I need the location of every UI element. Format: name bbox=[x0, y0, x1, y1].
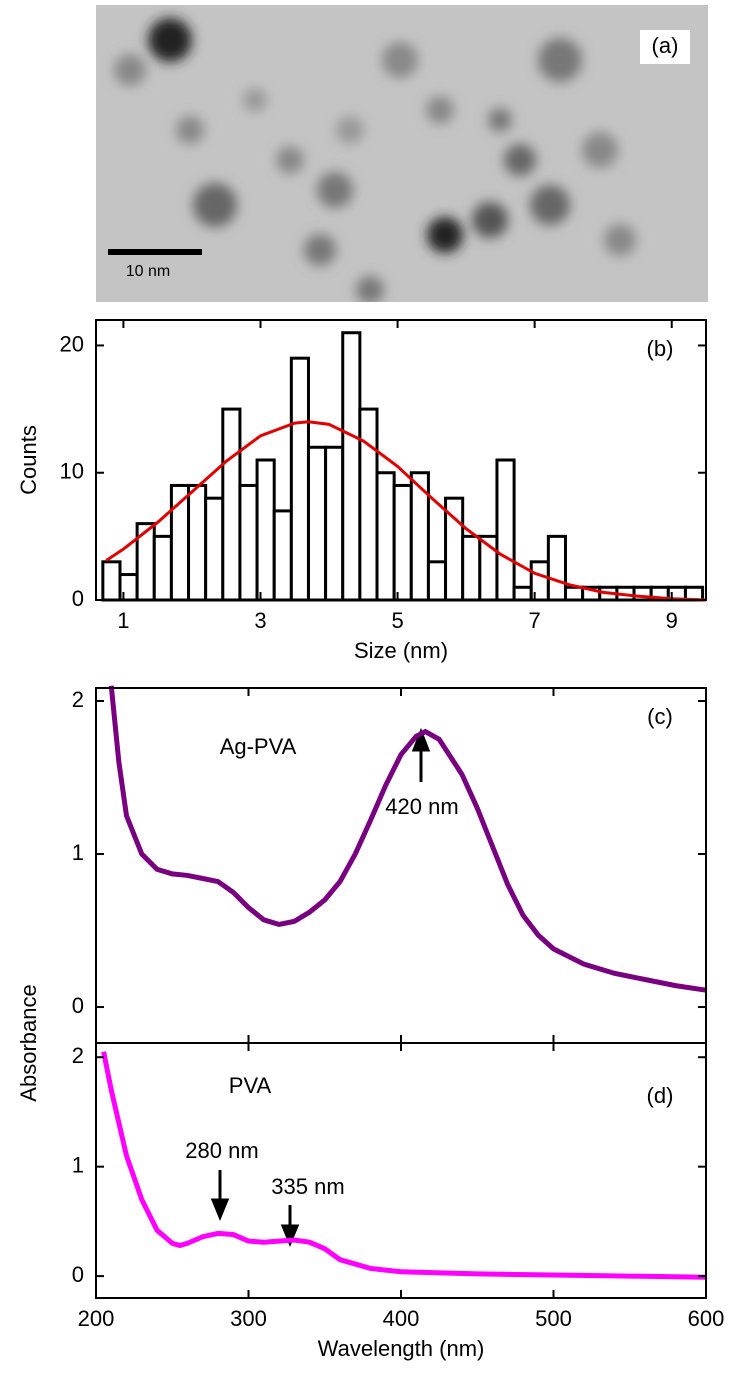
x-tick-label: 7 bbox=[529, 608, 541, 633]
annotation: 420 nm bbox=[385, 794, 458, 819]
bar bbox=[306, 445, 328, 602]
annotation: PVA bbox=[229, 1073, 272, 1098]
annotation: 335 nm bbox=[271, 1174, 344, 1199]
bar bbox=[187, 483, 208, 602]
annotation: Ag-PVA bbox=[220, 734, 297, 759]
y-tick-label: 0 bbox=[72, 993, 84, 1018]
bar bbox=[358, 407, 379, 602]
annotation: 280 nm bbox=[185, 1138, 258, 1163]
x-axis-label: Wavelength (nm) bbox=[318, 1336, 485, 1361]
axes-frame bbox=[95, 319, 707, 601]
bar bbox=[324, 445, 345, 602]
line bbox=[101, 1051, 707, 1280]
bar bbox=[204, 496, 225, 602]
x-axis-label: Size (nm) bbox=[354, 638, 448, 663]
bar bbox=[238, 483, 259, 602]
y-tick-label: 0 bbox=[72, 1262, 84, 1287]
y-tick-label: 2 bbox=[72, 687, 84, 712]
x-tick-label: 3 bbox=[254, 608, 266, 633]
label-box bbox=[640, 30, 690, 64]
bar bbox=[426, 560, 448, 602]
axes-frame bbox=[95, 687, 707, 1044]
tem-image bbox=[96, 5, 708, 302]
y-tick-label: 2 bbox=[72, 1043, 84, 1068]
bar bbox=[221, 407, 242, 602]
particles bbox=[114, 18, 636, 302]
y-tick-label: 10 bbox=[60, 459, 84, 484]
panel-label: (b) bbox=[647, 336, 674, 361]
bar bbox=[101, 560, 122, 602]
x-tick-label: 5 bbox=[391, 608, 403, 633]
arrows bbox=[210, 727, 431, 1247]
bar bbox=[512, 585, 533, 602]
x-tick-label: 400 bbox=[383, 1306, 420, 1331]
panel-label: (d) bbox=[647, 1083, 674, 1108]
bar bbox=[546, 534, 567, 602]
y-tick-label: 0 bbox=[72, 586, 84, 611]
bar bbox=[392, 483, 413, 602]
bar bbox=[341, 331, 362, 602]
bar bbox=[563, 585, 585, 602]
x-tick-label: 200 bbox=[78, 1306, 115, 1331]
y-tick-label: 1 bbox=[72, 1152, 84, 1177]
y-tick-label: 20 bbox=[60, 331, 84, 356]
scale-bar-label: 10 nm bbox=[126, 263, 170, 280]
bar bbox=[375, 471, 396, 602]
bar bbox=[495, 458, 516, 602]
bar bbox=[289, 356, 310, 602]
x-tick-label: 300 bbox=[230, 1306, 267, 1331]
panel-label: (a) bbox=[652, 33, 679, 58]
y-tick-label: 1 bbox=[72, 840, 84, 865]
x-tick-label: 1 bbox=[117, 608, 129, 633]
panel-label: (c) bbox=[647, 704, 673, 729]
line bbox=[108, 685, 707, 993]
x-tick-label: 500 bbox=[535, 1306, 572, 1331]
axes-frame bbox=[95, 1042, 707, 1299]
bar bbox=[255, 458, 276, 602]
bar bbox=[461, 534, 482, 602]
y-axis-label: Absorbance bbox=[16, 984, 41, 1101]
fit-curve bbox=[105, 420, 707, 602]
x-tick-label: 600 bbox=[688, 1306, 725, 1331]
x-tick-label: 9 bbox=[666, 608, 678, 633]
y-axis-label: Counts bbox=[16, 425, 41, 495]
bar bbox=[152, 534, 173, 602]
bar bbox=[272, 509, 293, 602]
